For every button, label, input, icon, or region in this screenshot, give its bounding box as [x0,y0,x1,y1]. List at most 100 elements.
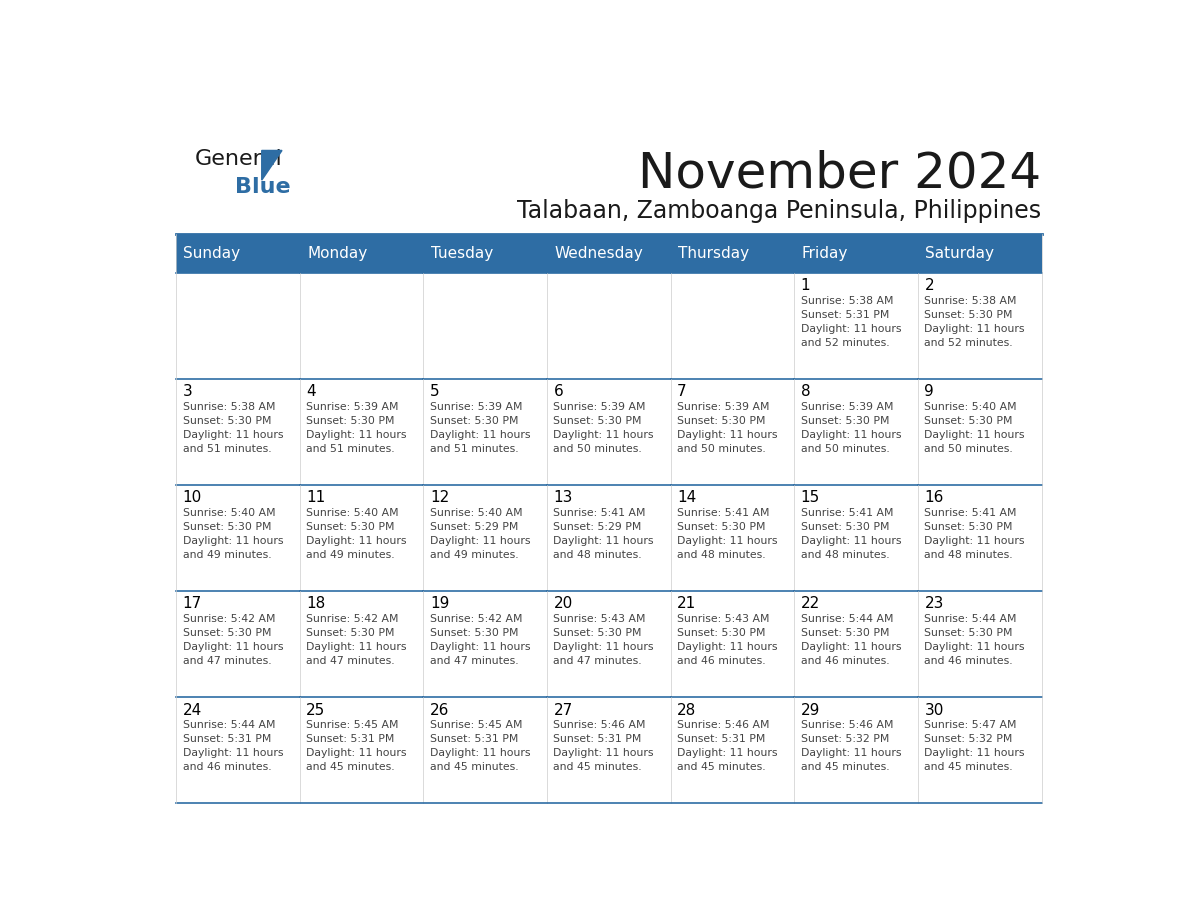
Text: Sunrise: 5:46 AM
Sunset: 5:31 PM
Daylight: 11 hours
and 45 minutes.: Sunrise: 5:46 AM Sunset: 5:31 PM Dayligh… [677,721,778,772]
Text: Blue: Blue [235,177,291,197]
Text: Sunrise: 5:46 AM
Sunset: 5:32 PM
Daylight: 11 hours
and 45 minutes.: Sunrise: 5:46 AM Sunset: 5:32 PM Dayligh… [801,721,902,772]
Text: 29: 29 [801,702,820,718]
Bar [546,379,671,485]
Bar [795,485,918,591]
Text: Sunrise: 5:46 AM
Sunset: 5:31 PM
Daylight: 11 hours
and 45 minutes.: Sunrise: 5:46 AM Sunset: 5:31 PM Dayligh… [554,721,653,772]
Text: 19: 19 [430,597,449,611]
Bar [546,697,671,803]
Text: 13: 13 [554,490,573,506]
Text: 16: 16 [924,490,943,506]
Bar [423,234,546,273]
Text: 2: 2 [924,278,934,294]
Text: Tuesday: Tuesday [431,246,493,261]
Text: General: General [195,149,283,169]
Text: 24: 24 [183,702,202,718]
Bar [671,273,795,379]
Text: Sunrise: 5:45 AM
Sunset: 5:31 PM
Daylight: 11 hours
and 45 minutes.: Sunrise: 5:45 AM Sunset: 5:31 PM Dayligh… [307,721,406,772]
Text: Sunrise: 5:39 AM
Sunset: 5:30 PM
Daylight: 11 hours
and 51 minutes.: Sunrise: 5:39 AM Sunset: 5:30 PM Dayligh… [307,402,406,454]
Bar [546,234,671,273]
Text: Sunrise: 5:43 AM
Sunset: 5:30 PM
Daylight: 11 hours
and 47 minutes.: Sunrise: 5:43 AM Sunset: 5:30 PM Dayligh… [554,614,653,666]
Text: 1: 1 [801,278,810,294]
Bar [546,591,671,697]
Text: 12: 12 [430,490,449,506]
Bar [795,697,918,803]
Text: Sunrise: 5:38 AM
Sunset: 5:30 PM
Daylight: 11 hours
and 52 minutes.: Sunrise: 5:38 AM Sunset: 5:30 PM Dayligh… [924,297,1025,348]
Text: 7: 7 [677,385,687,399]
Text: Sunrise: 5:44 AM
Sunset: 5:30 PM
Daylight: 11 hours
and 46 minutes.: Sunrise: 5:44 AM Sunset: 5:30 PM Dayligh… [801,614,902,666]
Bar [299,379,423,485]
Bar [918,234,1042,273]
Bar [299,234,423,273]
Bar [176,485,299,591]
Text: 30: 30 [924,702,943,718]
Text: Sunrise: 5:40 AM
Sunset: 5:30 PM
Daylight: 11 hours
and 49 minutes.: Sunrise: 5:40 AM Sunset: 5:30 PM Dayligh… [307,509,406,560]
Polygon shape [261,151,282,180]
Bar [176,234,299,273]
Bar [795,591,918,697]
Text: 27: 27 [554,702,573,718]
Text: 10: 10 [183,490,202,506]
Text: Sunrise: 5:39 AM
Sunset: 5:30 PM
Daylight: 11 hours
and 50 minutes.: Sunrise: 5:39 AM Sunset: 5:30 PM Dayligh… [677,402,778,454]
Bar [671,591,795,697]
Text: 17: 17 [183,597,202,611]
Bar [299,485,423,591]
Text: Sunrise: 5:43 AM
Sunset: 5:30 PM
Daylight: 11 hours
and 46 minutes.: Sunrise: 5:43 AM Sunset: 5:30 PM Dayligh… [677,614,778,666]
Text: Sunrise: 5:40 AM
Sunset: 5:30 PM
Daylight: 11 hours
and 50 minutes.: Sunrise: 5:40 AM Sunset: 5:30 PM Dayligh… [924,402,1025,454]
Text: Sunrise: 5:38 AM
Sunset: 5:31 PM
Daylight: 11 hours
and 52 minutes.: Sunrise: 5:38 AM Sunset: 5:31 PM Dayligh… [801,297,902,348]
Text: Sunday: Sunday [183,246,241,261]
Bar [299,697,423,803]
Bar [423,273,546,379]
Text: 18: 18 [307,597,326,611]
Bar [423,591,546,697]
Text: Sunrise: 5:41 AM
Sunset: 5:30 PM
Daylight: 11 hours
and 48 minutes.: Sunrise: 5:41 AM Sunset: 5:30 PM Dayligh… [677,509,778,560]
Text: Sunrise: 5:40 AM
Sunset: 5:30 PM
Daylight: 11 hours
and 49 minutes.: Sunrise: 5:40 AM Sunset: 5:30 PM Dayligh… [183,509,283,560]
Bar [546,273,671,379]
Bar [299,273,423,379]
Text: Sunrise: 5:42 AM
Sunset: 5:30 PM
Daylight: 11 hours
and 47 minutes.: Sunrise: 5:42 AM Sunset: 5:30 PM Dayligh… [430,614,530,666]
Text: Sunrise: 5:42 AM
Sunset: 5:30 PM
Daylight: 11 hours
and 47 minutes.: Sunrise: 5:42 AM Sunset: 5:30 PM Dayligh… [307,614,406,666]
Text: Sunrise: 5:39 AM
Sunset: 5:30 PM
Daylight: 11 hours
and 50 minutes.: Sunrise: 5:39 AM Sunset: 5:30 PM Dayligh… [801,402,902,454]
Text: 20: 20 [554,597,573,611]
Bar [918,591,1042,697]
Bar [795,379,918,485]
Text: 26: 26 [430,702,449,718]
Text: Sunrise: 5:40 AM
Sunset: 5:29 PM
Daylight: 11 hours
and 49 minutes.: Sunrise: 5:40 AM Sunset: 5:29 PM Dayligh… [430,509,530,560]
Bar [671,485,795,591]
Bar [918,485,1042,591]
Text: Friday: Friday [802,246,848,261]
Bar [546,485,671,591]
Bar [795,234,918,273]
Bar [423,485,546,591]
Text: 21: 21 [677,597,696,611]
Text: Sunrise: 5:39 AM
Sunset: 5:30 PM
Daylight: 11 hours
and 51 minutes.: Sunrise: 5:39 AM Sunset: 5:30 PM Dayligh… [430,402,530,454]
Text: Sunrise: 5:38 AM
Sunset: 5:30 PM
Daylight: 11 hours
and 51 minutes.: Sunrise: 5:38 AM Sunset: 5:30 PM Dayligh… [183,402,283,454]
Text: Talabaan, Zamboanga Peninsula, Philippines: Talabaan, Zamboanga Peninsula, Philippin… [518,198,1042,222]
Text: 9: 9 [924,385,934,399]
Text: Sunrise: 5:47 AM
Sunset: 5:32 PM
Daylight: 11 hours
and 45 minutes.: Sunrise: 5:47 AM Sunset: 5:32 PM Dayligh… [924,721,1025,772]
Text: 4: 4 [307,385,316,399]
Text: 8: 8 [801,385,810,399]
Bar [671,697,795,803]
Bar [176,697,299,803]
Text: 28: 28 [677,702,696,718]
Text: Saturday: Saturday [925,246,994,261]
Text: Sunrise: 5:44 AM
Sunset: 5:31 PM
Daylight: 11 hours
and 46 minutes.: Sunrise: 5:44 AM Sunset: 5:31 PM Dayligh… [183,721,283,772]
Bar [671,379,795,485]
Text: Sunrise: 5:41 AM
Sunset: 5:29 PM
Daylight: 11 hours
and 48 minutes.: Sunrise: 5:41 AM Sunset: 5:29 PM Dayligh… [554,509,653,560]
Text: Sunrise: 5:44 AM
Sunset: 5:30 PM
Daylight: 11 hours
and 46 minutes.: Sunrise: 5:44 AM Sunset: 5:30 PM Dayligh… [924,614,1025,666]
Text: 22: 22 [801,597,820,611]
Bar [176,273,299,379]
Bar [918,379,1042,485]
Bar [918,273,1042,379]
Bar [671,234,795,273]
Text: Sunrise: 5:39 AM
Sunset: 5:30 PM
Daylight: 11 hours
and 50 minutes.: Sunrise: 5:39 AM Sunset: 5:30 PM Dayligh… [554,402,653,454]
Text: Sunrise: 5:41 AM
Sunset: 5:30 PM
Daylight: 11 hours
and 48 minutes.: Sunrise: 5:41 AM Sunset: 5:30 PM Dayligh… [924,509,1025,560]
Text: 3: 3 [183,385,192,399]
Text: Sunrise: 5:41 AM
Sunset: 5:30 PM
Daylight: 11 hours
and 48 minutes.: Sunrise: 5:41 AM Sunset: 5:30 PM Dayligh… [801,509,902,560]
Text: Monday: Monday [308,246,367,261]
Bar [795,273,918,379]
Text: 11: 11 [307,490,326,506]
Bar [423,697,546,803]
Bar [918,697,1042,803]
Text: 14: 14 [677,490,696,506]
